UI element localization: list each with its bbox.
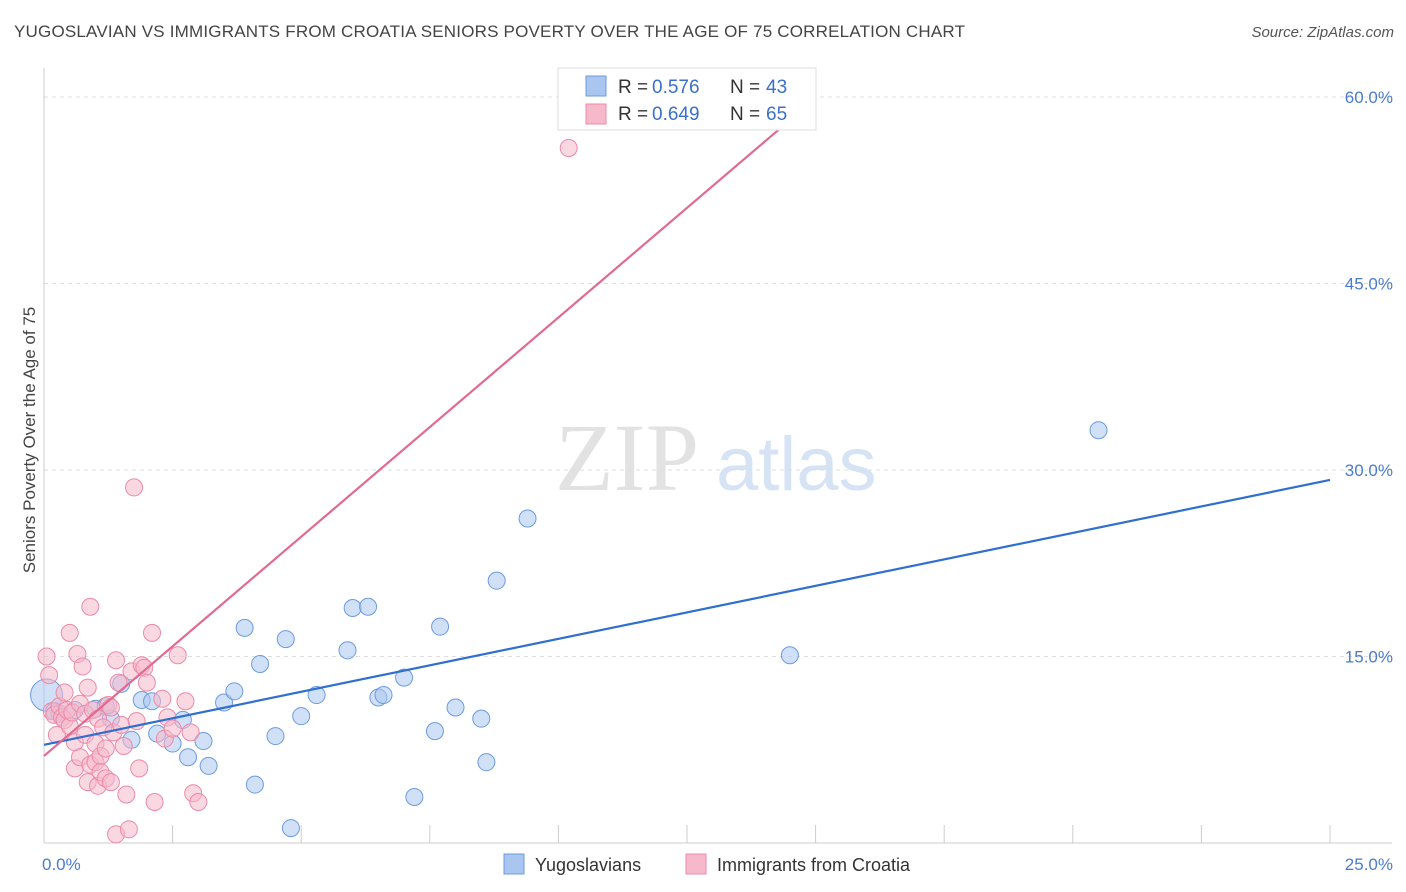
point-croatia-44 [119,820,138,839]
bottom-legend-swatch-croatia [685,853,707,875]
point-yugoslavians-31 [395,668,414,687]
source-label: Source: ZipAtlas.com [1251,24,1394,41]
y-tick-label-2: 45.0% [1345,275,1393,294]
watermark-zip: ZIP [555,404,699,511]
x-tick-label-1: 25.0% [1345,855,1393,874]
gridlines [44,96,1392,657]
point-croatia-48 [130,759,149,778]
data-points [30,138,1108,844]
point-yugoslavians-25 [307,686,326,705]
legend-n-label-2: N = [730,104,760,125]
point-yugoslavians-41 [1089,421,1108,440]
point-yugoslavians-14 [194,732,213,751]
tick-labels: 15.0% 30.0% 45.0% 60.0% 0.0% 25.0% [42,88,1393,874]
point-yugoslavians-22 [276,630,295,649]
point-croatia-54 [153,689,172,708]
legend-r-label-1: R = [618,77,648,98]
point-yugoslavians-24 [292,707,311,726]
bottom-legend: Yugoslavians Immigrants from Croatia [503,853,911,875]
legend-n-value-2: 65 [766,104,787,125]
y-tick-label-0: 15.0% [1345,648,1393,667]
point-croatia-38 [107,651,126,670]
point-croatia-0 [37,647,56,666]
point-croatia-4 [47,725,66,744]
point-croatia-64 [559,138,578,157]
point-yugoslavians-34 [431,617,450,636]
point-yugoslavians-28 [359,597,378,616]
point-yugoslavians-33 [425,722,444,741]
y-axis-label: Seniors Poverty Over the Age of 75 [20,307,39,573]
point-croatia-62 [189,792,208,811]
point-yugoslavians-13 [179,748,198,767]
legend-box: R = 0.576 N = 43 R = 0.649 N = 65 [557,67,817,131]
legend-n-label-1: N = [730,77,760,98]
point-croatia-59 [176,692,195,711]
point-yugoslavians-40 [780,646,799,665]
trend-line-yugoslavians [43,478,1331,746]
point-croatia-21 [78,678,97,697]
point-yugoslavians-37 [477,753,496,772]
point-croatia-53 [145,792,164,811]
legend-swatch-croatia [585,103,607,125]
point-croatia-60 [181,723,200,742]
point-yugoslavians-19 [245,775,264,794]
bottom-legend-label-yugoslavians: Yugoslavians [535,855,641,875]
chart-title: YUGOSLAVIAN VS IMMIGRANTS FROM CROATIA S… [14,22,966,41]
point-croatia-36 [101,773,120,792]
point-croatia-58 [168,646,187,665]
legend-r-value-2: 0.649 [652,104,700,125]
legend-swatch-yugoslavians [585,75,607,97]
bottom-legend-label-croatia: Immigrants from Croatia [717,855,911,875]
point-yugoslavians-26 [338,641,357,660]
point-croatia-50 [135,658,154,677]
point-croatia-63 [55,683,74,702]
x-tick-label-0: 0.0% [42,855,81,874]
point-yugoslavians-32 [405,787,424,806]
point-croatia-17 [73,657,92,676]
point-croatia-35 [101,698,120,717]
point-croatia-1 [40,666,59,685]
point-yugoslavians-21 [266,727,285,746]
point-croatia-43 [117,785,136,804]
point-yugoslavians-36 [472,709,491,728]
trend-lines [43,97,1331,757]
point-croatia-46 [125,478,144,497]
legend-r-label-2: R = [618,104,648,125]
point-croatia-42 [114,737,133,756]
legend-r-value-1: 0.576 [652,77,700,98]
point-croatia-22 [81,597,100,616]
point-yugoslavians-17 [225,682,244,701]
watermark-atlas: atlas [716,422,877,507]
y-tick-label-1: 30.0% [1345,461,1393,480]
point-croatia-9 [60,623,79,642]
bottom-legend-swatch-yugoslavians [503,853,525,875]
point-yugoslavians-27 [343,599,362,618]
legend-n-value-1: 43 [766,77,787,98]
point-yugoslavians-39 [518,509,537,528]
point-yugoslavians-20 [251,654,270,673]
point-croatia-51 [137,673,156,692]
point-yugoslavians-15 [199,756,218,775]
trend-line-croatia [43,97,817,757]
point-yugoslavians-18 [235,618,254,637]
point-croatia-57 [163,719,182,738]
point-yugoslavians-38 [487,571,506,590]
point-yugoslavians-23 [281,819,300,838]
point-yugoslavians-30 [374,686,393,705]
y-tick-label-3: 60.0% [1345,88,1393,107]
point-yugoslavians-35 [446,698,465,717]
point-croatia-52 [143,623,162,642]
point-croatia-32 [96,739,115,758]
